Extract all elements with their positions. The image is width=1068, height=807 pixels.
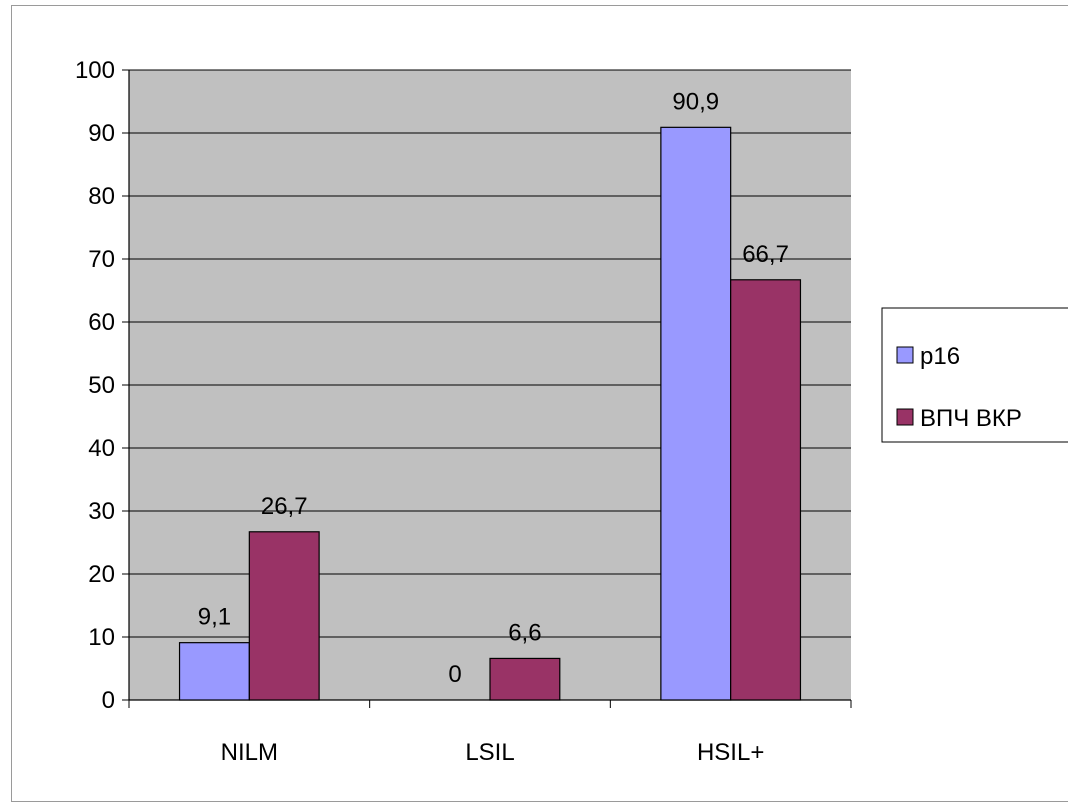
legend: p16 ВПЧ ВКР (881, 307, 1068, 443)
y-tick-label: 70 (88, 246, 115, 273)
bars (178, 126, 802, 701)
bar (178, 642, 250, 701)
bar (660, 126, 732, 701)
y-tick-label: 10 (88, 624, 115, 651)
y-tick-label: 60 (88, 309, 115, 336)
x-tick-label: LSIL (465, 739, 514, 766)
y-tick-label: 40 (88, 435, 115, 462)
y-tick-label: 30 (88, 498, 115, 525)
chart-frame (11, 5, 1068, 802)
y-tick-label: 100 (75, 57, 115, 84)
bar (248, 531, 320, 701)
y-tick-label: 0 (102, 687, 115, 714)
data-label: 6,6 (508, 619, 541, 646)
x-tick-label: HSIL+ (697, 739, 764, 766)
data-label: 0 (448, 661, 461, 688)
legend-label: ВПЧ ВКР (920, 405, 1022, 432)
data-label: 9,1 (198, 604, 231, 631)
data-labels: 9,1 0 90,9 26,7 6,6 66,7 (198, 88, 789, 688)
x-tick-label: NILM (221, 739, 278, 766)
bar (489, 657, 561, 701)
legend-swatch (896, 408, 914, 426)
y-tick-label: 50 (88, 372, 115, 399)
legend-items: p16 ВПЧ ВКР (896, 343, 1022, 432)
y-tick-label: 80 (88, 183, 115, 210)
legend-swatch (896, 346, 914, 364)
axes: 0 10 20 30 40 50 60 70 80 90 100 NILM LSIL HSIL+ (75, 57, 852, 766)
data-label: 26,7 (261, 493, 308, 520)
y-tick-label: 20 (88, 561, 115, 588)
y-tick-label: 90 (88, 120, 115, 147)
legend-label: p16 (920, 343, 960, 370)
bar (730, 279, 802, 701)
data-label: 66,7 (742, 241, 789, 268)
data-label: 90,9 (672, 88, 719, 115)
